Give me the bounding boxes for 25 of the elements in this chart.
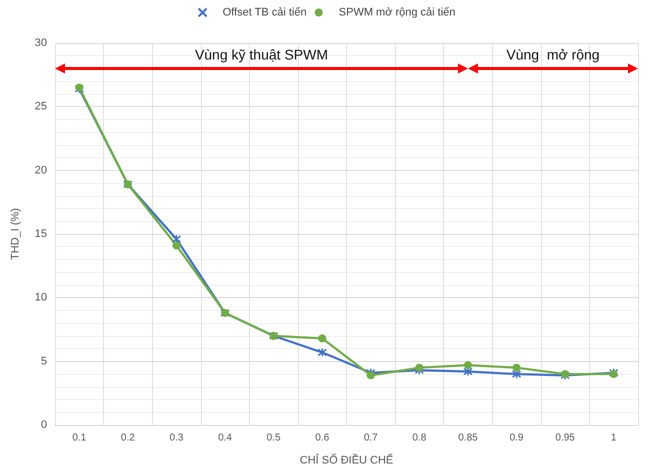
legend-label: Offset TB cải tiến — [222, 6, 307, 18]
legend-label: SPWM mở rộng cải tiến — [338, 6, 456, 18]
x-tick-label: 0.6 — [315, 432, 330, 444]
y-tick-label: 5 — [40, 355, 47, 368]
x-tick-label: 0.3 — [170, 432, 184, 444]
x-tick-label: 0.85 — [458, 432, 478, 444]
y-tick-label: 10 — [34, 292, 47, 304]
y-tick-label: 20 — [34, 164, 47, 176]
y-axis-title: THD_I (%) — [10, 208, 22, 260]
annotation: Vùng kỹ thuật SPWM — [194, 46, 328, 62]
y-tick-label: 25 — [34, 100, 47, 113]
x-tick-label: 0.1 — [72, 432, 87, 444]
annotation: Vùng mở rộng — [506, 46, 600, 62]
y-tick-label: 30 — [34, 37, 47, 49]
x-axis-title: CHỈ SỐ ĐIỀU CHẾ — [300, 454, 394, 466]
x-tick-label: 0.2 — [120, 432, 136, 444]
x-tick-label: 0.5 — [266, 432, 282, 444]
x-tick-label: 0.7 — [364, 432, 378, 444]
y-tick-label: 0 — [40, 419, 47, 431]
x-tick-label: 0.95 — [555, 432, 576, 444]
x-tick-label: 0.4 — [218, 432, 232, 444]
x-tick-label: 0.9 — [510, 432, 524, 444]
x-tick-label: 1 — [610, 432, 617, 444]
x-tick-label: 0.8 — [412, 432, 427, 444]
y-tick-label: 15 — [34, 228, 47, 240]
